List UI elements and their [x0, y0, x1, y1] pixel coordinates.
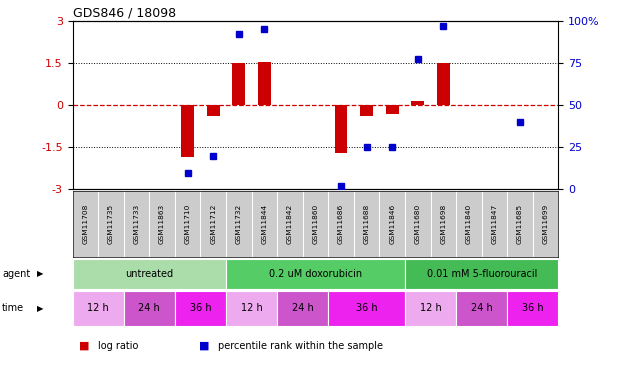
Text: GSM11698: GSM11698 — [440, 204, 446, 244]
Bar — [277, 291, 328, 326]
Bar — [360, 105, 373, 116]
Bar — [328, 291, 405, 326]
Bar — [437, 63, 450, 105]
Text: 36 h: 36 h — [189, 303, 211, 313]
Bar — [207, 105, 220, 116]
Text: GSM11710: GSM11710 — [185, 204, 191, 244]
Text: 0.2 uM doxorubicin: 0.2 uM doxorubicin — [269, 269, 362, 279]
Text: untreated: untreated — [125, 269, 174, 279]
Text: ▶: ▶ — [37, 269, 43, 278]
Text: 24 h: 24 h — [138, 303, 160, 313]
Text: GSM11863: GSM11863 — [159, 204, 165, 244]
Text: GSM11847: GSM11847 — [492, 204, 497, 244]
Text: ■: ■ — [199, 341, 209, 351]
Text: GSM11685: GSM11685 — [517, 204, 523, 244]
Text: 12 h: 12 h — [240, 303, 262, 313]
Text: 12 h: 12 h — [420, 303, 442, 313]
Bar — [226, 259, 405, 289]
Bar — [405, 291, 456, 326]
Text: time: time — [2, 303, 24, 313]
Bar — [507, 291, 558, 326]
Text: GSM11688: GSM11688 — [363, 204, 370, 244]
Text: ▶: ▶ — [37, 304, 43, 313]
Text: 36 h: 36 h — [356, 303, 377, 313]
Text: GSM11699: GSM11699 — [543, 204, 548, 244]
Bar — [175, 291, 226, 326]
Text: GSM11708: GSM11708 — [83, 204, 88, 244]
Text: percentile rank within the sample: percentile rank within the sample — [218, 341, 382, 351]
Text: agent: agent — [2, 269, 30, 279]
Bar — [124, 291, 175, 326]
Text: GSM11686: GSM11686 — [338, 204, 344, 244]
Text: 36 h: 36 h — [522, 303, 544, 313]
Text: 12 h: 12 h — [87, 303, 109, 313]
Text: GSM11860: GSM11860 — [312, 204, 319, 244]
Text: GDS846 / 18098: GDS846 / 18098 — [73, 6, 175, 20]
Bar — [386, 105, 399, 114]
Bar — [258, 62, 271, 105]
Text: GSM11844: GSM11844 — [261, 204, 268, 244]
Text: GSM11840: GSM11840 — [466, 204, 472, 244]
Bar — [411, 101, 424, 105]
Text: 0.01 mM 5-fluorouracil: 0.01 mM 5-fluorouracil — [427, 269, 537, 279]
Text: GSM11735: GSM11735 — [108, 204, 114, 244]
Text: GSM11842: GSM11842 — [287, 204, 293, 244]
Text: 24 h: 24 h — [292, 303, 314, 313]
Bar — [456, 291, 507, 326]
Text: GSM11680: GSM11680 — [415, 204, 421, 244]
Text: GSM11712: GSM11712 — [210, 204, 216, 244]
Text: GSM11846: GSM11846 — [389, 204, 395, 244]
Bar — [181, 105, 194, 157]
Bar — [73, 259, 226, 289]
Text: GSM11733: GSM11733 — [134, 204, 139, 244]
Text: log ratio: log ratio — [98, 341, 138, 351]
Text: GSM11732: GSM11732 — [236, 204, 242, 244]
Bar — [405, 259, 558, 289]
Bar — [73, 291, 124, 326]
Bar — [334, 105, 348, 153]
Bar — [226, 291, 277, 326]
Bar — [232, 63, 245, 105]
Text: 24 h: 24 h — [471, 303, 493, 313]
Text: ■: ■ — [79, 341, 90, 351]
